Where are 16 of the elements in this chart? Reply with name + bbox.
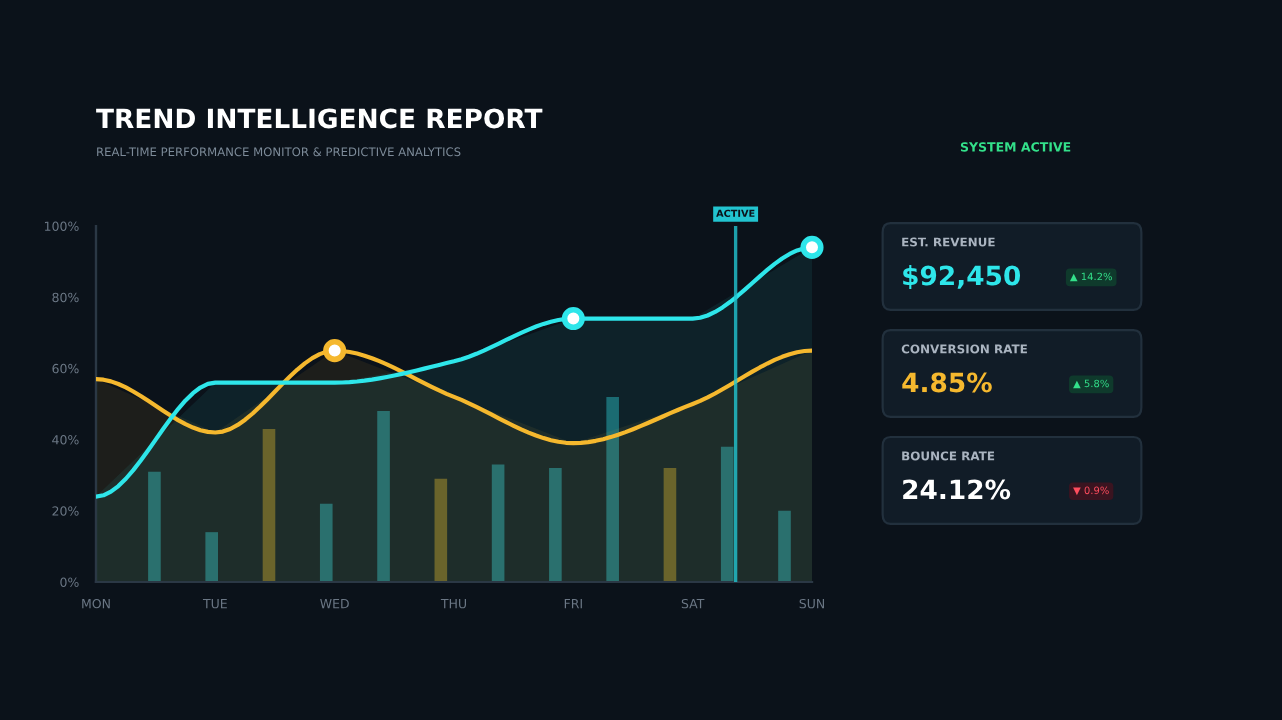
bar: [262, 428, 276, 582]
bar: [663, 468, 677, 582]
text: 24.12%: [903, 479, 1011, 500]
bar: [491, 464, 505, 582]
text: $92,450: [903, 265, 1021, 289]
text: 4.85%: [902, 372, 992, 393]
bar: [434, 478, 448, 582]
bar: [148, 471, 161, 582]
bar: [606, 396, 619, 582]
bar: [319, 503, 333, 582]
bar: [205, 532, 219, 582]
bar: [720, 446, 734, 582]
chart-title: TREND INTELLIGENCE REPORT: [96, 108, 543, 129]
bar: [377, 411, 390, 582]
bar: [549, 468, 562, 582]
bar: [778, 510, 791, 582]
